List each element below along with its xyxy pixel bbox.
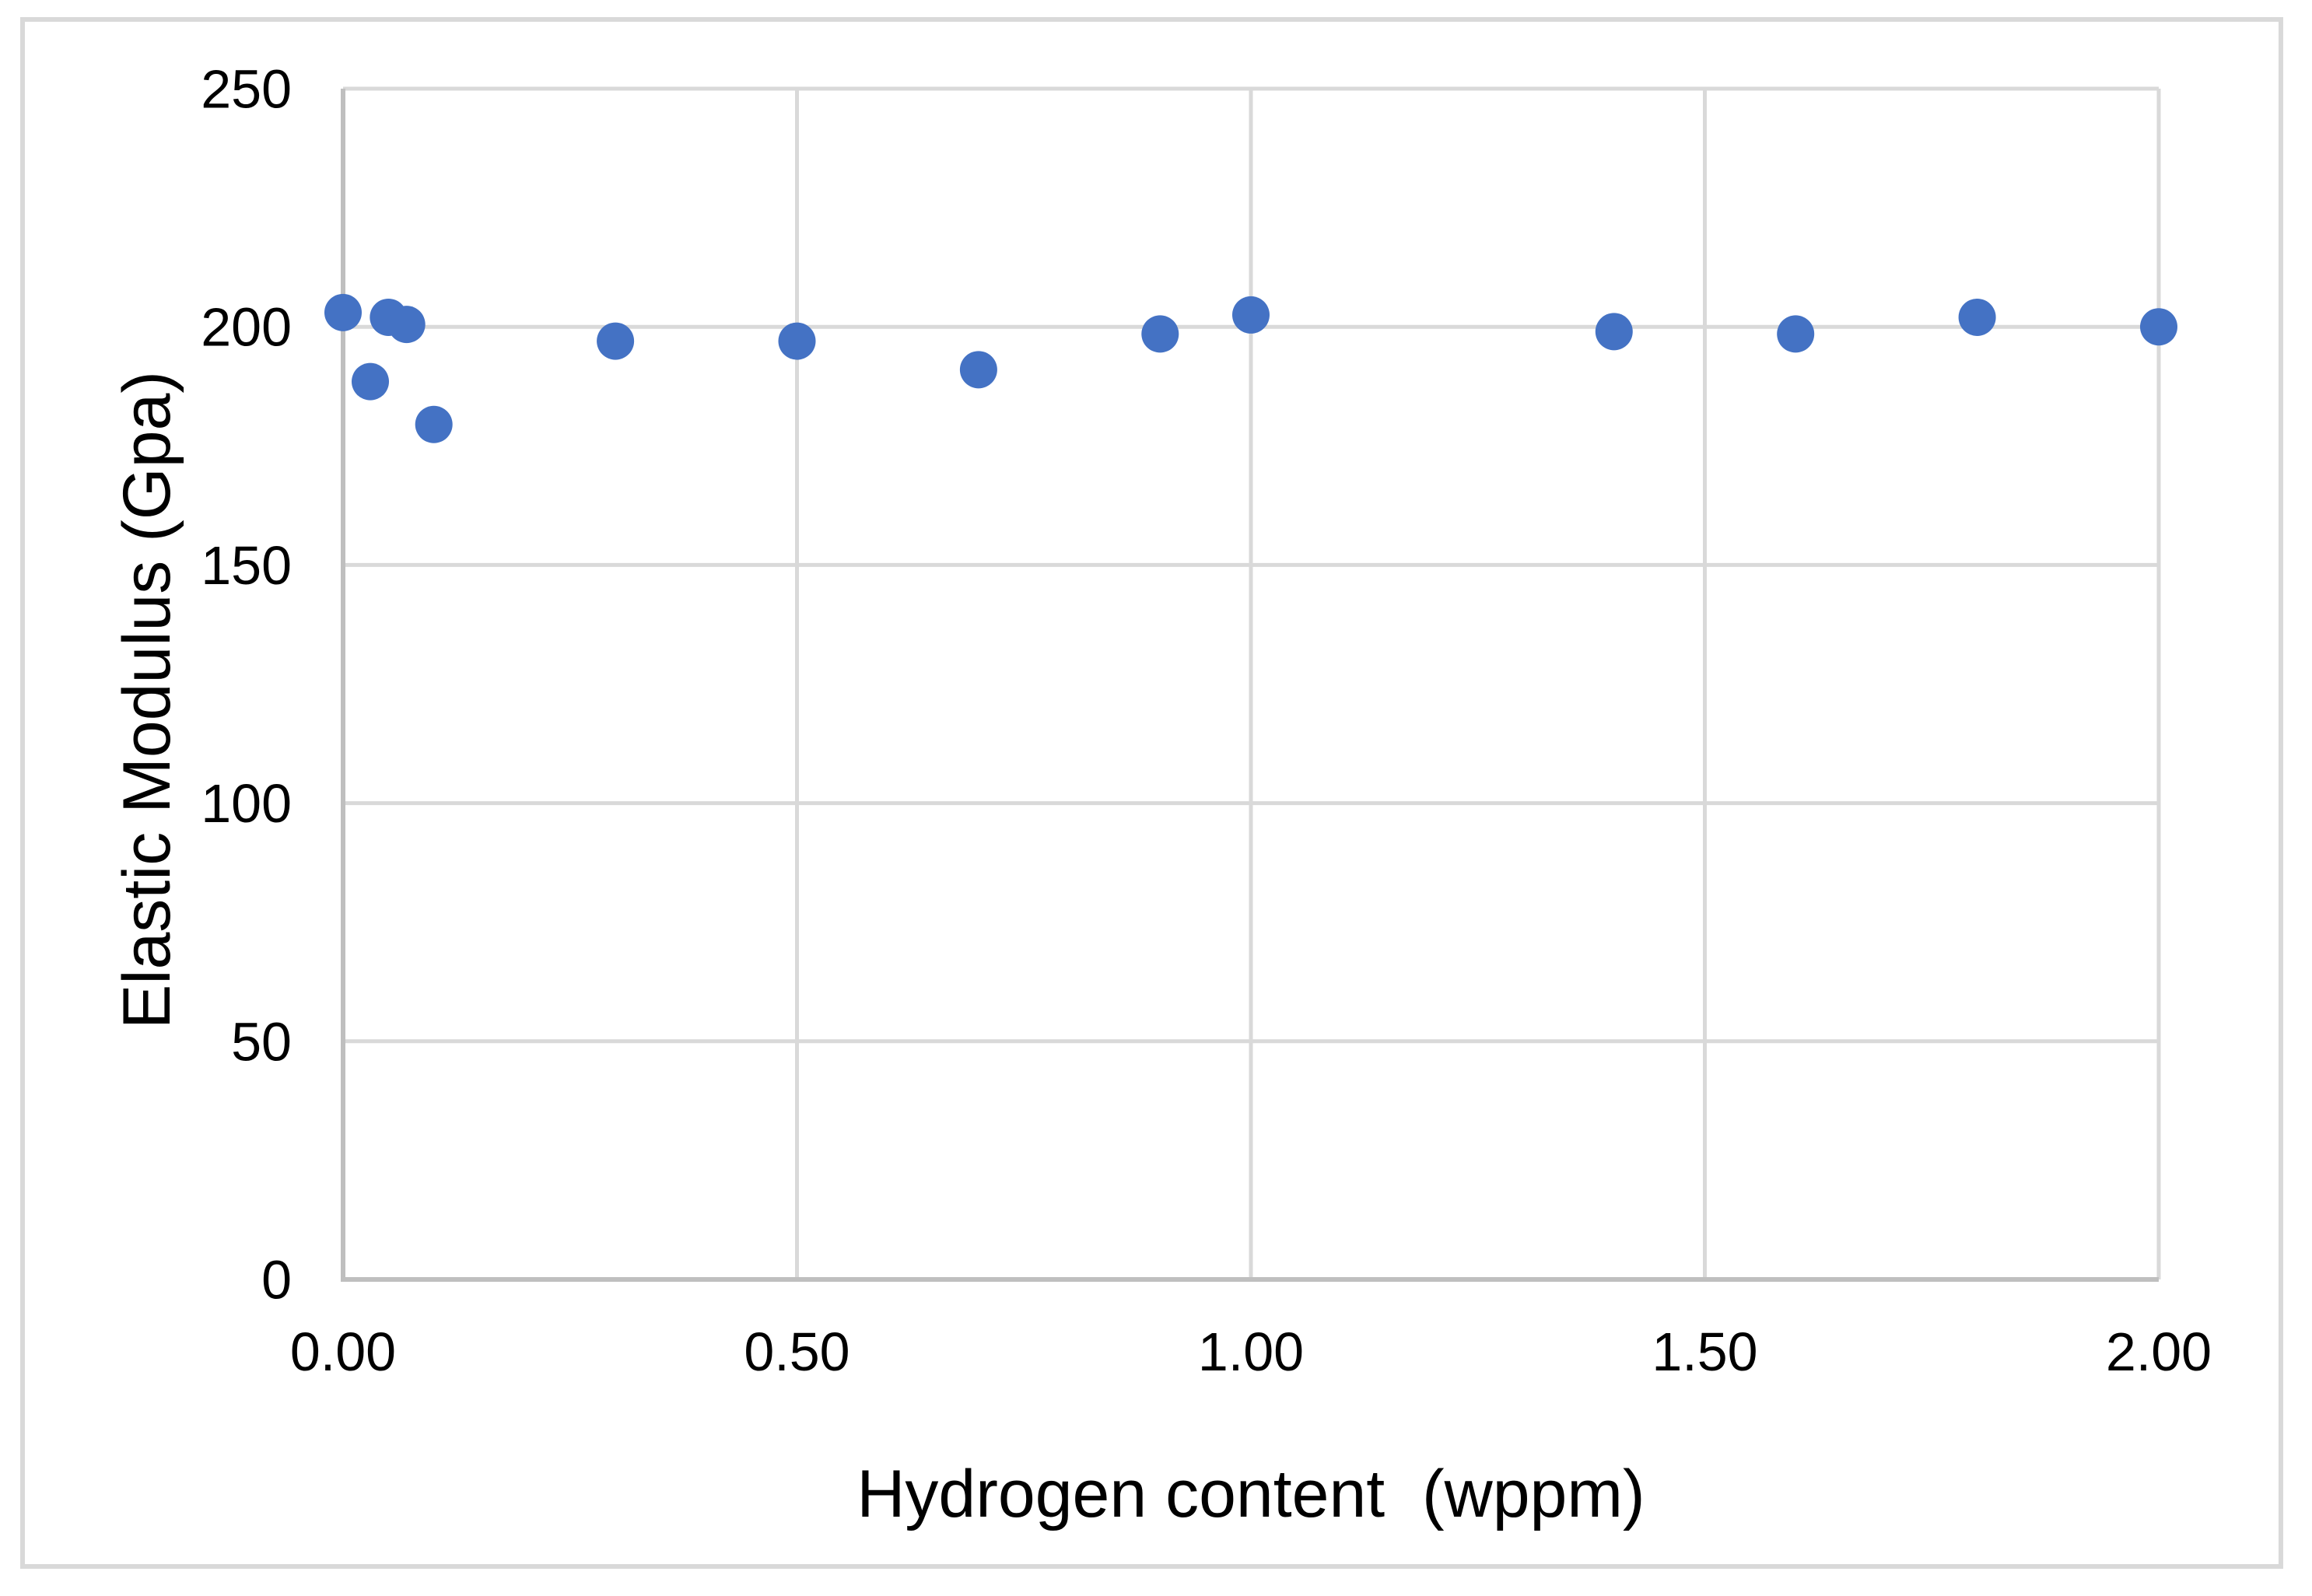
data-point (2140, 308, 2177, 346)
y-tick-label: 100 (201, 773, 292, 834)
x-axis-title: Hydrogen content (wppm) (856, 1457, 1645, 1531)
x-tick-label: 0.50 (744, 1321, 849, 1382)
data-point (415, 405, 453, 443)
data-point (1777, 315, 1815, 353)
data-point (1141, 315, 1179, 353)
x-tick-label: 0.00 (290, 1321, 396, 1382)
y-tick-label: 250 (201, 59, 292, 120)
data-point (352, 362, 390, 401)
x-tick-label: 1.50 (1652, 1321, 1757, 1382)
x-tick-label: 2.00 (2106, 1321, 2212, 1382)
y-tick-label: 150 (201, 535, 292, 596)
y-tick-label: 50 (231, 1011, 292, 1072)
data-point (1232, 296, 1270, 334)
figure-border (20, 17, 2283, 1569)
y-tick-label: 200 (201, 297, 292, 358)
data-point (1958, 298, 1996, 336)
data-point (959, 351, 997, 389)
gridlines (343, 86, 2161, 1279)
data-point-series (324, 293, 2177, 443)
data-point (778, 322, 816, 360)
data-point (597, 322, 635, 360)
y-axis-title: Elastic Modulus (Gpa) (110, 371, 184, 1029)
y-tick-label: 0 (261, 1250, 292, 1311)
x-tick-label: 1.00 (1198, 1321, 1304, 1382)
data-point (1595, 313, 1633, 351)
axis-lines (341, 89, 2159, 1282)
data-point (387, 306, 426, 344)
data-point (324, 293, 362, 331)
tick-labels: 0 50 100 150 200 250 0.00 0.50 1.00 1.50 2.00 (201, 59, 2212, 1383)
